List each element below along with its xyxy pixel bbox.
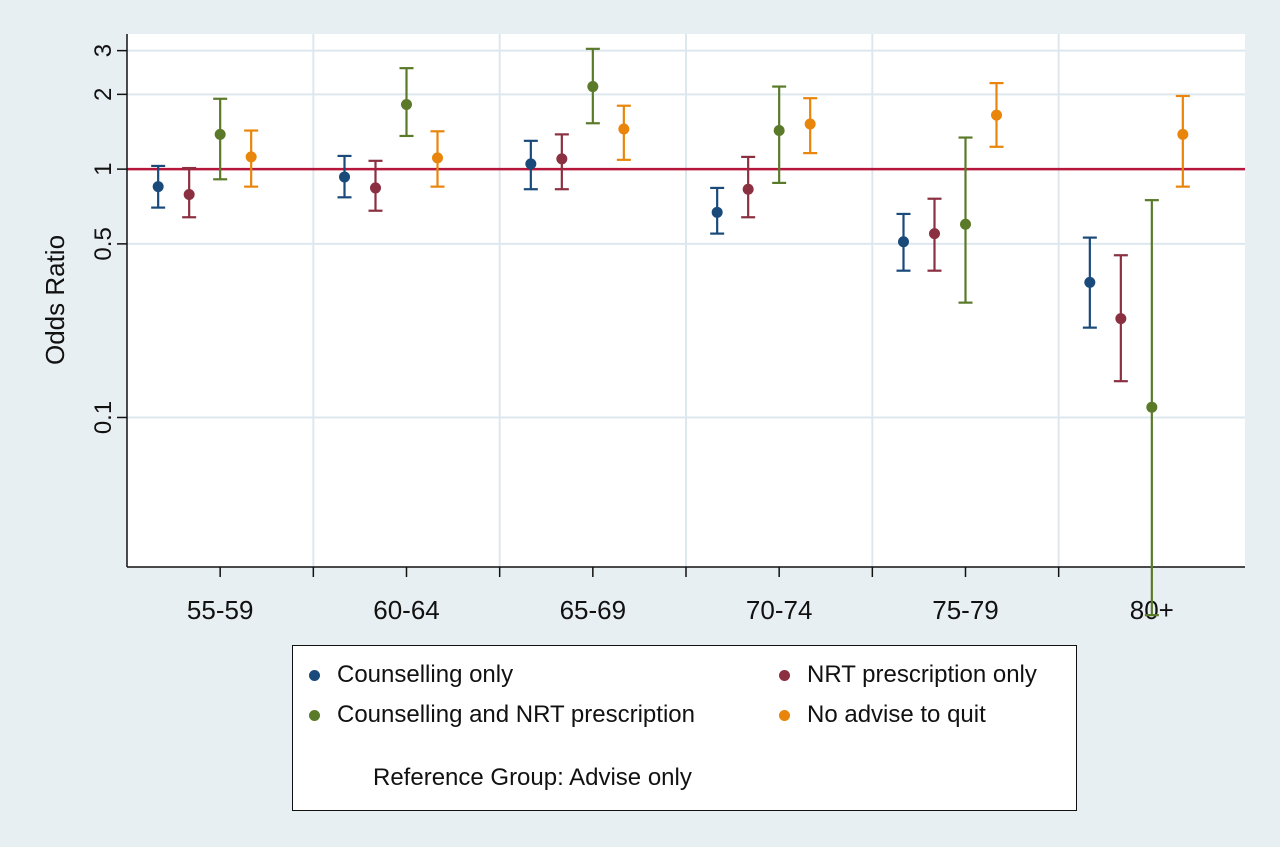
data-marks xyxy=(151,47,1190,617)
y-tick-label: 0.1 xyxy=(90,401,117,434)
data-point xyxy=(618,123,630,135)
y-axis-label: Odds Ratio xyxy=(40,235,70,365)
data-point xyxy=(804,118,816,130)
data-point xyxy=(152,181,164,193)
legend-label: Counselling and NRT prescription xyxy=(337,701,695,728)
legend-label: Counselling only xyxy=(337,661,514,688)
legend-dot xyxy=(779,709,790,721)
x-tick-label: 75-79 xyxy=(932,595,999,625)
x-tick-label: 55-59 xyxy=(187,595,254,625)
y-tick-label: 2 xyxy=(90,88,117,101)
legend-label: NRT prescription only xyxy=(807,661,1037,688)
x-ticks: 55-59 60-64 65-69 70-74 75-79 80+ xyxy=(187,567,1174,625)
legend: Counselling only NRT prescription only C… xyxy=(292,645,1077,811)
data-point xyxy=(1177,128,1189,140)
legend-dot xyxy=(309,709,320,721)
data-point xyxy=(742,183,754,195)
data-point xyxy=(1146,401,1158,413)
data-point xyxy=(587,81,599,93)
x-tick-label: 65-69 xyxy=(560,595,627,625)
data-point xyxy=(711,206,723,218)
data-point xyxy=(525,158,537,170)
y-ticks: 0.1 0.5 1 2 3 xyxy=(90,44,127,434)
data-point xyxy=(991,109,1002,121)
legend-label: No advise to quit xyxy=(807,701,986,728)
data-point xyxy=(960,218,971,230)
data-point xyxy=(1084,276,1096,288)
legend-item: No advise to quit xyxy=(779,701,986,729)
data-point xyxy=(432,152,443,164)
legend-dot xyxy=(309,669,320,681)
data-point xyxy=(929,228,940,240)
data-point xyxy=(370,182,381,194)
x-tick-label: 60-64 xyxy=(373,595,440,625)
legend-reference-note: Reference Group: Advise only xyxy=(373,764,692,791)
legend-item: NRT prescription only xyxy=(779,661,1037,689)
legend-dot xyxy=(779,669,790,681)
data-point xyxy=(1115,313,1127,325)
data-point xyxy=(339,171,350,183)
data-point xyxy=(401,99,412,111)
x-tick-label: 70-74 xyxy=(746,595,813,625)
data-point xyxy=(183,189,195,201)
y-tick-label: 0.5 xyxy=(90,227,117,260)
data-point xyxy=(898,236,909,248)
data-point xyxy=(773,125,785,137)
legend-item: Counselling only xyxy=(309,661,513,689)
legend-item: Counselling and NRT prescription xyxy=(309,701,695,729)
y-tick-label: 1 xyxy=(90,162,117,175)
data-point xyxy=(245,151,257,163)
data-point xyxy=(214,128,226,140)
data-point xyxy=(556,153,568,165)
y-tick-label: 3 xyxy=(90,44,117,57)
